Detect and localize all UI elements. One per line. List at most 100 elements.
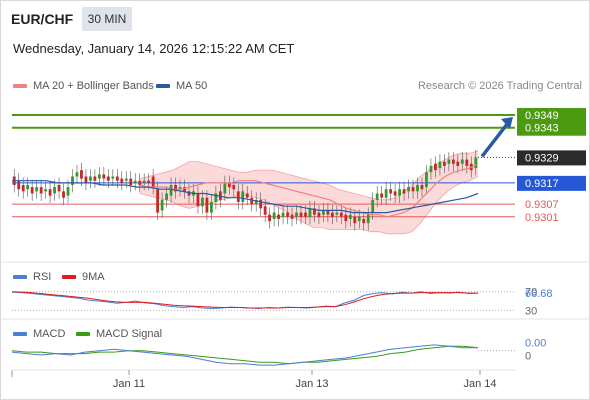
candle-body [277,214,281,219]
candle-body [133,180,137,183]
legend-rsi-label: RSI [33,271,52,283]
candle-body [214,193,218,202]
candle-body [254,199,258,205]
candle-body [420,184,424,190]
candle-body [299,212,303,217]
candle-body [290,214,294,219]
projection-arrow-shaft [480,121,510,158]
candle-body [465,159,469,166]
bb-lower-line [139,176,479,235]
legend-rsi-ma: 9MA [62,271,105,283]
candle-body [102,174,106,179]
candle-body [304,212,307,217]
candle-body [362,218,366,224]
candle-body [425,172,428,188]
timeframe-badge[interactable]: 30 MIN [82,7,132,31]
target-level-box [517,120,586,136]
candle-body [447,159,451,164]
candle-body [375,193,379,200]
candle-body [205,197,209,213]
candle-body [174,184,177,192]
candle-body [250,197,254,205]
candle-body [160,199,164,211]
candle-body [402,189,406,194]
candle-body [196,193,200,207]
macd-last-label: 0.00 [525,338,546,350]
legend-ma50-label: MA 50 [176,80,208,92]
candle-body [295,212,298,217]
candle-body [407,187,410,192]
ma50-swatch [156,84,170,88]
candle-body [357,216,361,222]
candle-body [366,214,370,224]
candle-body [106,176,110,181]
candle-body [460,159,464,164]
candle-body [71,176,74,185]
current-price-label: 0.9329 [525,152,559,164]
candle-body [93,176,97,181]
candle-body [156,189,160,213]
candle-body [124,178,128,181]
candle-body [62,191,65,198]
candle-body [57,184,61,192]
candle-body [227,182,231,188]
candle-body [384,189,388,198]
candle-body [75,172,79,177]
rsi-line [11,291,479,310]
candle-body [187,191,191,196]
candle-body [89,176,92,181]
candle-body [353,216,357,224]
candle-body [138,180,142,185]
candle-body [26,184,30,190]
legend-macd-signal-label: MACD Signal [96,328,163,340]
candle-body [232,184,236,190]
target-level-label: 0.9343 [525,123,559,135]
candle-body [66,187,70,196]
legend-macd-label: MACD [33,328,66,340]
candle-body [48,189,52,196]
rsi-swatch [13,275,27,279]
candle-body [142,180,146,183]
candle-body [178,187,182,190]
candle-body [80,170,83,179]
candle-body [438,161,442,169]
legend-ma20: MA 20 + Bollinger Bands [13,80,154,92]
candle-body [389,189,393,194]
candle-body [451,159,455,164]
bollinger-band [140,151,478,234]
candle-body [30,187,34,194]
candle-body [330,212,334,217]
candle-body [442,161,446,166]
ma20-line [139,163,479,218]
legend-rsi: RSI [13,271,51,283]
symbol-title: EUR/CHF [11,11,74,27]
rsi-ma-line [11,291,478,309]
rsi-tick-label: 70 [525,287,537,299]
x-tick-label: Jan 11 [113,378,145,390]
candle-body [371,199,375,213]
candle-body [434,163,437,171]
rsi-last-label: 66.68 [525,288,553,300]
candle-body [35,187,39,192]
candle-body [53,187,56,194]
candle-body [147,180,151,183]
candle-body [236,191,240,202]
candle-body [456,161,460,166]
candle-body [308,208,312,217]
candle-body [245,193,249,198]
candle-body [416,184,419,192]
candle-body [393,191,397,196]
support-level-label: 0.9301 [525,212,559,224]
candle-body [39,187,43,194]
credit-text: Research © 2026 Trading Central [417,80,582,92]
macd-swatch [13,332,27,336]
candle-body [209,201,213,213]
candle-body [169,184,173,196]
candle-body [17,180,21,190]
rsi-tick-label: 30 [525,305,537,317]
current-price-box [517,150,586,166]
candle-body [380,193,384,198]
bb-upper-line [139,150,479,201]
candle-body [165,193,168,200]
